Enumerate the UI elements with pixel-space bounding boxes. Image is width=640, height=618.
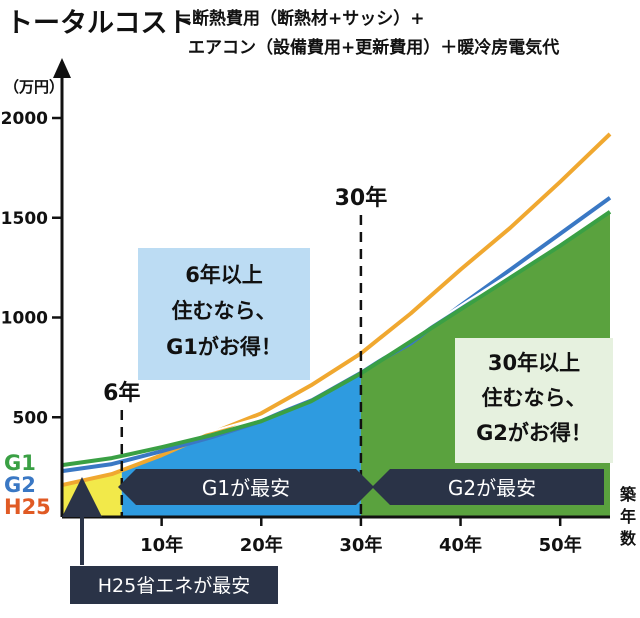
g1-box-line2: 住むなら、 [172, 299, 277, 323]
y-tick-label-1000: 1000 [1, 309, 48, 329]
crossover-label-2: 30年 [335, 185, 388, 211]
x-tick-layer: 10年 20年 30年 40年 50年 [140, 517, 582, 556]
g2-cheapest-label: G2が最安 [448, 476, 536, 500]
g1-series-highlight [61, 206, 611, 463]
g1-recommendation-box [138, 248, 310, 380]
crossover-layer: 6年 30年 [103, 185, 387, 517]
g1-cheapest-arrow [118, 469, 374, 505]
x-axis-label-char-3: 数 [620, 529, 637, 548]
g2-box-line2: 住むなら、 [482, 386, 587, 410]
chart-subtitle-line1: ＝断熱費用（断熱材+サッシ）+ [175, 8, 425, 29]
x-axis-label-char-2: 年 [620, 507, 636, 526]
g1-series-line [61, 210, 612, 468]
g1-box-line3: G1がお得！ [166, 335, 282, 359]
x-tick-label-30: 30年 [339, 534, 382, 556]
x-tick-label-40: 40年 [439, 534, 482, 556]
x-tick-label-20: 20年 [240, 534, 283, 556]
h25-series-line [61, 132, 612, 488]
x-axis-label-char-1: 築 [619, 485, 637, 504]
g2-cheapest-arrow [372, 469, 604, 505]
legend-g2: G2 [4, 473, 36, 497]
crossover-label-1: 6年 [103, 380, 140, 406]
h25-cheapest-label: H25省エネが最安 [98, 575, 250, 597]
chart-subtitle-line2: エアコン（設備費用+更新費用）＋暖冷房電気代 [188, 37, 559, 58]
g2-box-line1: 30年以上 [488, 351, 580, 375]
y-axis-arrow-icon [53, 58, 71, 78]
g1-cheapest-label: G1が最安 [202, 476, 290, 500]
g1-box-line1: 6年以上 [185, 263, 263, 287]
y-tick-label-500: 500 [13, 408, 49, 428]
h25-cheapest-box [70, 566, 278, 604]
x-tick-label-50: 50年 [539, 534, 582, 556]
y-tick-layer: 500 1000 1500 2000 [1, 109, 62, 428]
y-tick-label-1500: 1500 [1, 209, 48, 229]
chart-title: トータルコスト [6, 8, 194, 39]
x-tick-label-10: 10年 [140, 534, 183, 556]
legend-g1: G1 [4, 451, 36, 475]
g2-recommendation-box [455, 338, 613, 463]
legend-h25: H25 [4, 495, 51, 519]
y-axis-unit: （万円） [4, 78, 64, 96]
g2-box-line3: G2がお得！ [476, 421, 592, 445]
y-tick-label-2000: 2000 [1, 109, 48, 129]
series-layer [61, 132, 612, 488]
